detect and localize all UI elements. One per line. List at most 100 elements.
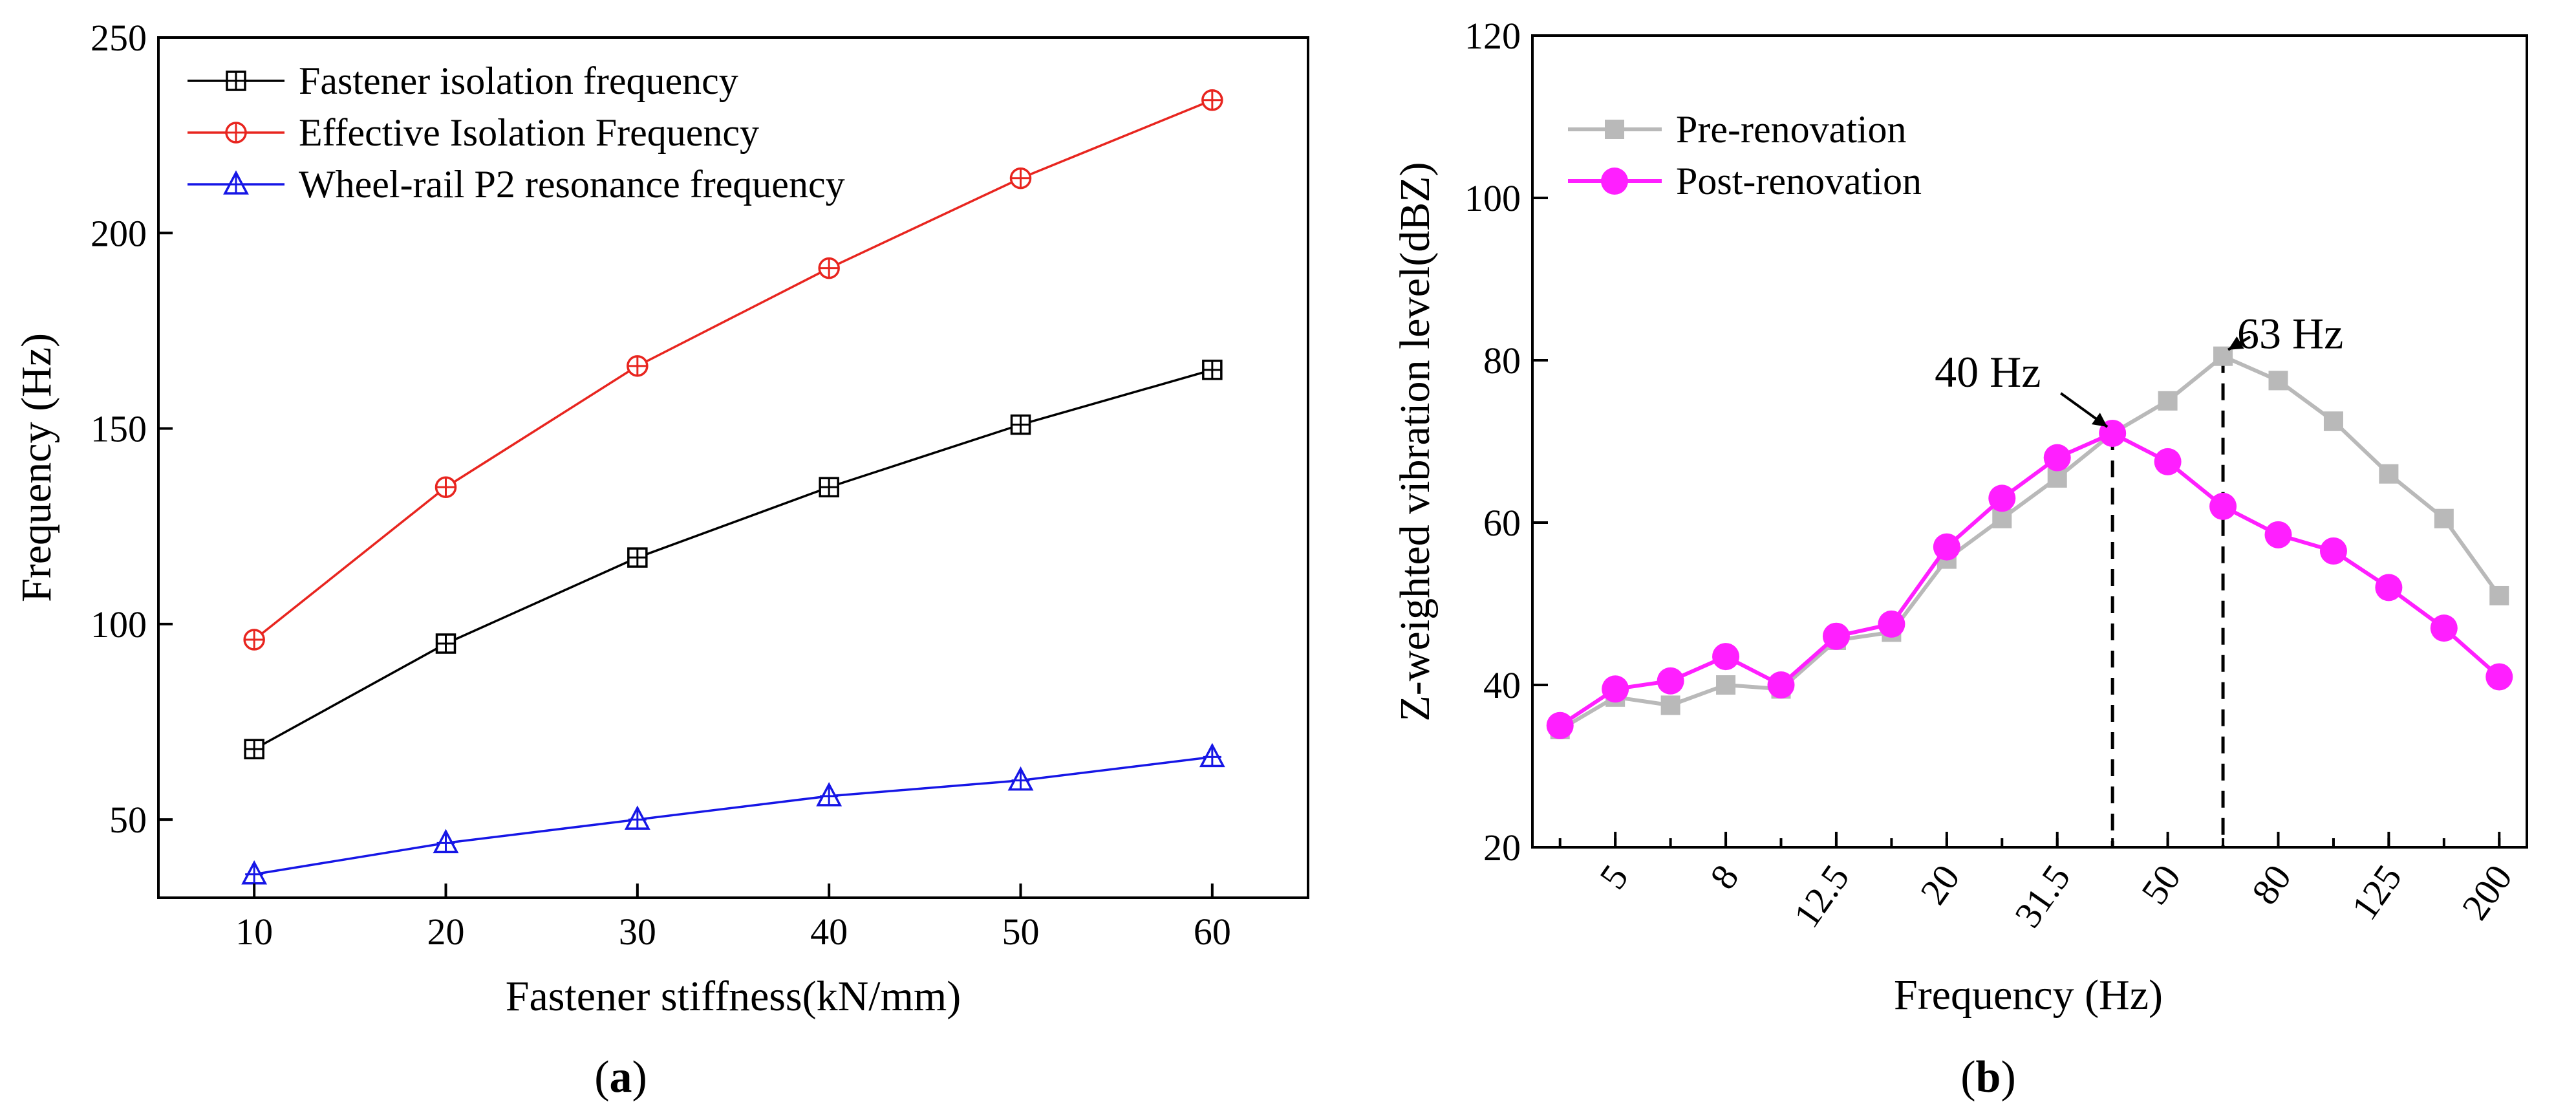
- data-point-a: [435, 633, 456, 654]
- data-point-b: [2375, 574, 2403, 602]
- plot-frame-a: [157, 36, 1309, 899]
- x-tick-label-b: 5: [1591, 857, 1637, 896]
- data-point-a: [627, 547, 648, 568]
- legend-entry-a: Fastener isolation frequency: [188, 60, 738, 102]
- annotation-b: 40 Hz: [1935, 347, 2109, 428]
- legend-label-b: Pre-renovation: [1676, 108, 1907, 151]
- legend-label-a: Wheel-rail P2 resonance frequency: [299, 163, 845, 206]
- data-point-b: [1712, 643, 1740, 671]
- x-tick-label-a: 20: [427, 911, 465, 953]
- panel-label-a: (a): [594, 1052, 647, 1102]
- data-point-a: [818, 257, 840, 279]
- y-tick-label-a: 150: [91, 408, 147, 450]
- legend-entry-b: Post-renovation: [1568, 160, 1922, 202]
- data-point-a: [243, 629, 265, 651]
- data-point-b: [1878, 610, 1905, 638]
- data-point-b: [1657, 667, 1684, 695]
- annotation-label-b: 40 Hz: [1935, 347, 2041, 396]
- series-line-a: [253, 99, 1213, 641]
- data-point-a: [241, 860, 268, 885]
- data-point-b: [1988, 484, 2016, 512]
- x-tick-label-b: 80: [2244, 857, 2300, 912]
- data-point-b: [2430, 614, 2458, 642]
- x-tick-label-b: 125: [2343, 857, 2410, 927]
- data-point-b: [1716, 675, 1736, 695]
- panel-label-b: (b): [1960, 1052, 2016, 1102]
- y-tick-label-a: 100: [91, 603, 147, 645]
- series-b-0: [1550, 346, 2509, 740]
- data-point-a: [1201, 89, 1223, 111]
- data-point-b: [2047, 468, 2067, 488]
- series-b-1: [1546, 419, 2513, 739]
- x-axis-title-a: Fastener stiffness(kN/mm): [506, 973, 961, 1020]
- x-tick-label-b: 50: [2133, 857, 2189, 912]
- y-tick-label-b: 120: [1465, 15, 1521, 57]
- chart-panel-a: 10 20 30 40 50 60 50 100 150 200 250 Fastener isol…: [13, 17, 1309, 1102]
- series-a-0: [244, 360, 1223, 760]
- y-tick-label-b: 40: [1483, 664, 1521, 706]
- x-tick-label-a: 10: [235, 911, 273, 953]
- data-point-b: [1767, 671, 1795, 699]
- data-point-b: [1546, 711, 1574, 739]
- legend-entry-a: Effective Isolation Frequency: [188, 111, 759, 154]
- data-point-b: [2043, 444, 2071, 472]
- data-point-b: [1992, 508, 2012, 528]
- x-tick-label-b: 31.5: [2006, 857, 2078, 935]
- legend-entry-a: Wheel-rail P2 resonance frequency: [188, 163, 845, 206]
- x-axis-title-b: Frequency (Hz): [1894, 971, 2163, 1019]
- x-tick-label-b: 8: [1702, 857, 1747, 896]
- data-point-a: [435, 476, 457, 498]
- series-a-2: [241, 743, 1225, 885]
- series-a-1: [243, 89, 1223, 651]
- annotation-b: 63 Hz: [2227, 309, 2343, 358]
- data-point-b: [1822, 622, 1850, 650]
- series-line-b: [1559, 431, 2501, 728]
- y-tick-label-a: 250: [91, 17, 147, 59]
- x-tick-label-b: 200: [2454, 857, 2520, 927]
- data-point-b: [2323, 411, 2343, 431]
- plot-frame-b: [1531, 34, 2528, 849]
- data-point-b: [2434, 508, 2454, 528]
- data-point-b: [2319, 537, 2347, 565]
- data-point-a: [1202, 360, 1223, 380]
- x-tick-label-b: 12.5: [1785, 857, 1857, 935]
- chart-panel-b: 5 8 12.5 20 31.5 50 80 125 200 20 40 60 80 100 120 Pre…: [1391, 15, 2528, 1102]
- x-tick-label-a: 60: [1194, 911, 1231, 953]
- legend-label-a: Fastener isolation frequency: [299, 60, 738, 102]
- data-point-b: [2489, 585, 2509, 605]
- data-point-a: [816, 782, 843, 807]
- y-tick-label-a: 50: [109, 799, 147, 841]
- y-axis-title-b: Z-weighted vibration level(dBZ): [1391, 162, 1439, 721]
- data-point-a: [1009, 167, 1032, 190]
- y-tick-label-a: 200: [91, 212, 147, 254]
- x-tick-label-a: 30: [619, 911, 656, 953]
- series-line-b: [1559, 354, 2501, 732]
- data-point-a: [624, 805, 650, 830]
- y-tick-label-b: 80: [1483, 340, 1521, 382]
- data-point-b: [2379, 464, 2399, 484]
- data-point-b: [2485, 663, 2513, 691]
- data-point-a: [1010, 414, 1031, 435]
- data-point-b: [1933, 533, 1960, 561]
- y-tick-label-b: 60: [1483, 502, 1521, 544]
- series-line-a: [253, 755, 1213, 876]
- data-point-b: [2154, 448, 2182, 475]
- data-point-b: [2264, 521, 2292, 548]
- data-point-a: [244, 739, 264, 760]
- x-tick-label-a: 40: [810, 911, 848, 953]
- y-tick-label-b: 100: [1465, 177, 1521, 219]
- data-point-b: [1660, 695, 1680, 715]
- data-point-a: [819, 477, 839, 497]
- legend-entry-b: Pre-renovation: [1568, 108, 1907, 151]
- data-point-b: [2158, 391, 2178, 411]
- series-line-a: [253, 369, 1213, 750]
- y-tick-label-b: 20: [1483, 827, 1521, 869]
- legend-label-a: Effective Isolation Frequency: [299, 111, 759, 154]
- data-point-b: [1602, 675, 1629, 703]
- data-point-a: [433, 829, 459, 854]
- data-point-a: [627, 355, 649, 377]
- x-tick-label-b: 20: [1912, 857, 1968, 912]
- data-point-b: [2268, 371, 2288, 391]
- y-axis-title-a: Frequency (Hz): [13, 333, 60, 602]
